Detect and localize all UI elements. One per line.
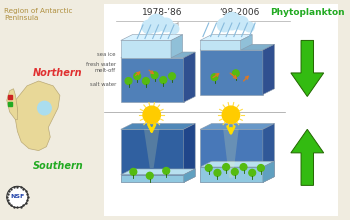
Circle shape bbox=[163, 167, 170, 174]
Text: Region of Antarctic
Peninsula: Region of Antarctic Peninsula bbox=[4, 7, 72, 21]
Text: NSF: NSF bbox=[10, 194, 25, 200]
Polygon shape bbox=[200, 50, 263, 95]
Polygon shape bbox=[240, 35, 252, 50]
Text: Northern: Northern bbox=[33, 68, 83, 78]
Polygon shape bbox=[200, 40, 240, 50]
Circle shape bbox=[223, 164, 230, 170]
Circle shape bbox=[142, 78, 149, 84]
Circle shape bbox=[211, 74, 218, 81]
Circle shape bbox=[142, 20, 155, 34]
Circle shape bbox=[143, 106, 160, 123]
Text: wind: wind bbox=[164, 22, 179, 28]
Polygon shape bbox=[121, 58, 184, 102]
Polygon shape bbox=[104, 4, 338, 216]
Circle shape bbox=[169, 24, 179, 34]
Polygon shape bbox=[184, 52, 195, 102]
Polygon shape bbox=[184, 123, 195, 182]
Circle shape bbox=[134, 73, 141, 80]
Circle shape bbox=[244, 22, 254, 32]
Circle shape bbox=[240, 164, 247, 170]
Text: Southern: Southern bbox=[33, 161, 83, 171]
Polygon shape bbox=[144, 129, 160, 168]
Text: Phytoplankton: Phytoplankton bbox=[270, 7, 345, 16]
Polygon shape bbox=[0, 4, 104, 216]
Polygon shape bbox=[263, 44, 274, 95]
Circle shape bbox=[249, 169, 256, 176]
Circle shape bbox=[169, 73, 175, 80]
Polygon shape bbox=[184, 169, 195, 182]
Circle shape bbox=[130, 169, 137, 175]
Polygon shape bbox=[200, 123, 274, 129]
Circle shape bbox=[217, 18, 231, 32]
Polygon shape bbox=[121, 123, 195, 129]
Circle shape bbox=[258, 165, 264, 171]
Circle shape bbox=[7, 186, 28, 208]
Polygon shape bbox=[200, 167, 263, 182]
Circle shape bbox=[222, 106, 240, 123]
Polygon shape bbox=[200, 161, 274, 167]
Circle shape bbox=[160, 18, 173, 32]
Circle shape bbox=[38, 101, 51, 115]
Circle shape bbox=[160, 77, 167, 83]
Polygon shape bbox=[291, 129, 324, 185]
Polygon shape bbox=[121, 169, 195, 175]
Circle shape bbox=[148, 14, 165, 32]
Polygon shape bbox=[121, 35, 183, 40]
Polygon shape bbox=[200, 35, 252, 40]
Circle shape bbox=[146, 172, 153, 179]
Polygon shape bbox=[263, 123, 274, 182]
Polygon shape bbox=[200, 44, 274, 50]
Circle shape bbox=[235, 16, 248, 30]
Circle shape bbox=[151, 72, 158, 79]
Polygon shape bbox=[15, 81, 60, 150]
Polygon shape bbox=[223, 129, 239, 178]
Circle shape bbox=[214, 169, 221, 176]
Circle shape bbox=[231, 169, 238, 175]
Text: 1978-’86: 1978-’86 bbox=[142, 7, 183, 16]
Polygon shape bbox=[200, 129, 263, 182]
Text: ‘98-2006: ‘98-2006 bbox=[219, 7, 260, 16]
Circle shape bbox=[232, 70, 239, 77]
Polygon shape bbox=[121, 52, 195, 58]
Text: sea ice: sea ice bbox=[97, 52, 116, 57]
Polygon shape bbox=[291, 40, 324, 97]
Circle shape bbox=[125, 78, 132, 84]
Polygon shape bbox=[263, 161, 274, 182]
Text: salt water: salt water bbox=[90, 82, 116, 87]
Circle shape bbox=[205, 165, 212, 171]
Circle shape bbox=[223, 12, 240, 30]
Polygon shape bbox=[121, 40, 171, 58]
Polygon shape bbox=[7, 89, 18, 120]
Polygon shape bbox=[121, 129, 184, 182]
Text: fresh water
melt-off: fresh water melt-off bbox=[86, 62, 116, 73]
Polygon shape bbox=[121, 175, 184, 182]
Polygon shape bbox=[171, 35, 183, 58]
